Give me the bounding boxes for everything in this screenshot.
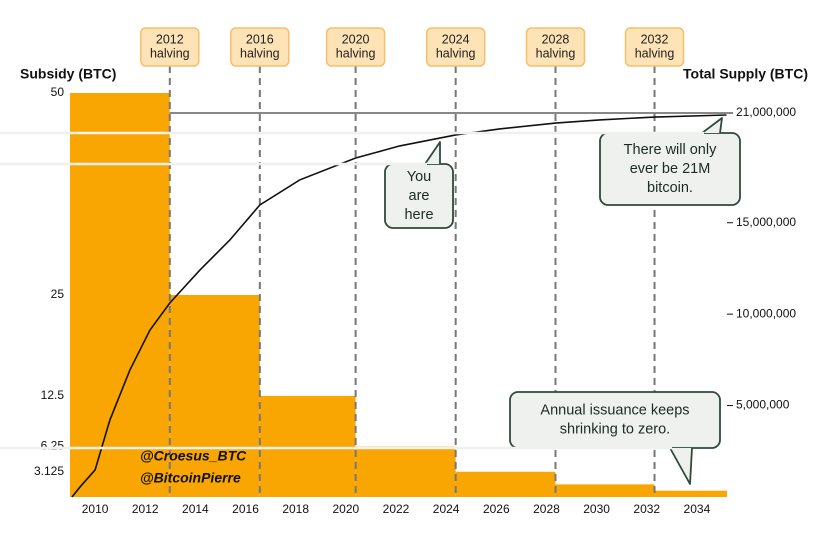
y2-tick-label: 15,000,000 xyxy=(736,215,796,229)
halving-box xyxy=(525,27,586,67)
x-tick-label: 2012 xyxy=(132,502,159,516)
credit: @BitcoinPierre xyxy=(140,470,241,486)
x-tick-label: 2024 xyxy=(433,502,460,516)
y-tick-label: 25 xyxy=(51,287,65,301)
y2-tick-label: 5,000,000 xyxy=(736,398,790,412)
x-tick-label: 2018 xyxy=(282,502,309,516)
halving-box xyxy=(325,27,386,67)
subsidy-step xyxy=(555,484,655,497)
plot-layer: 21,000,000 15,000,000 10,000,000 5,000,000 5… xyxy=(0,27,796,516)
x-tick-label: 2034 xyxy=(684,502,711,516)
x-tick-label: 2032 xyxy=(633,502,660,516)
halving-label: 2016 xyxy=(246,32,274,46)
callout-pointer xyxy=(424,141,441,165)
y-axis-title: Subsidy (BTC) xyxy=(20,66,116,82)
y-tick-label: 6.25 xyxy=(41,439,65,453)
x-tick-label: 2028 xyxy=(533,502,560,516)
halving-label: halving xyxy=(536,46,576,60)
callout-text: Annual issuance keeps xyxy=(540,402,689,418)
x-tick-label: 2022 xyxy=(383,502,410,516)
halving-label: 2020 xyxy=(342,32,370,46)
callout-box xyxy=(509,391,721,449)
subsidy-step xyxy=(259,396,356,497)
x-tick-label: 2026 xyxy=(483,502,510,516)
x-tick-label: 2016 xyxy=(232,502,259,516)
subsidy-step xyxy=(455,471,556,497)
callout-text: are xyxy=(409,188,430,204)
callout-text: shrinking to zero. xyxy=(560,421,670,437)
halving-label: 2012 xyxy=(156,32,184,46)
halving-box xyxy=(230,27,290,67)
halving-label: 2028 xyxy=(542,32,570,46)
y2-axis-title: Total Supply (BTC) xyxy=(683,66,808,82)
callout-pointer xyxy=(669,447,693,485)
subsidy-step xyxy=(169,295,260,497)
x-tick-label: 2030 xyxy=(583,502,610,516)
halving-label: halving xyxy=(436,46,476,60)
callout-text: here xyxy=(404,207,433,223)
callout-text: bitcoin. xyxy=(647,180,693,196)
y-tick-label: 12.5 xyxy=(41,388,65,402)
subsidy-step xyxy=(70,93,170,497)
halving-label: halving xyxy=(635,46,675,60)
halving-label: halving xyxy=(336,46,376,60)
y2-tick-label: 10,000,000 xyxy=(736,306,796,320)
halving-box xyxy=(140,27,200,67)
credit: @Croesus_BTC xyxy=(140,448,247,464)
y-tick-label: 50 xyxy=(51,85,65,99)
callout-text: ever be 21M xyxy=(630,161,711,177)
x-tick-label: 2010 xyxy=(82,502,109,516)
halving-box xyxy=(425,27,486,67)
callout-pointer xyxy=(701,117,723,134)
subsidy-step xyxy=(355,446,456,497)
halving-label: 2032 xyxy=(641,32,669,46)
supply-line xyxy=(71,114,727,498)
halving-label: halving xyxy=(150,46,190,60)
y2-tick-label: 21,000,000 xyxy=(736,105,796,119)
halving-box xyxy=(624,27,685,67)
callout-text: There will only xyxy=(624,142,717,158)
x-tick-label: 2014 xyxy=(182,502,209,516)
y-tick-label: 3.125 xyxy=(34,464,64,478)
x-tick-label: 2020 xyxy=(332,502,359,516)
callout-text: You xyxy=(407,169,431,185)
subsidy-step xyxy=(654,490,727,497)
halving-label: halving xyxy=(240,46,280,60)
halving-label: 2024 xyxy=(442,32,470,46)
